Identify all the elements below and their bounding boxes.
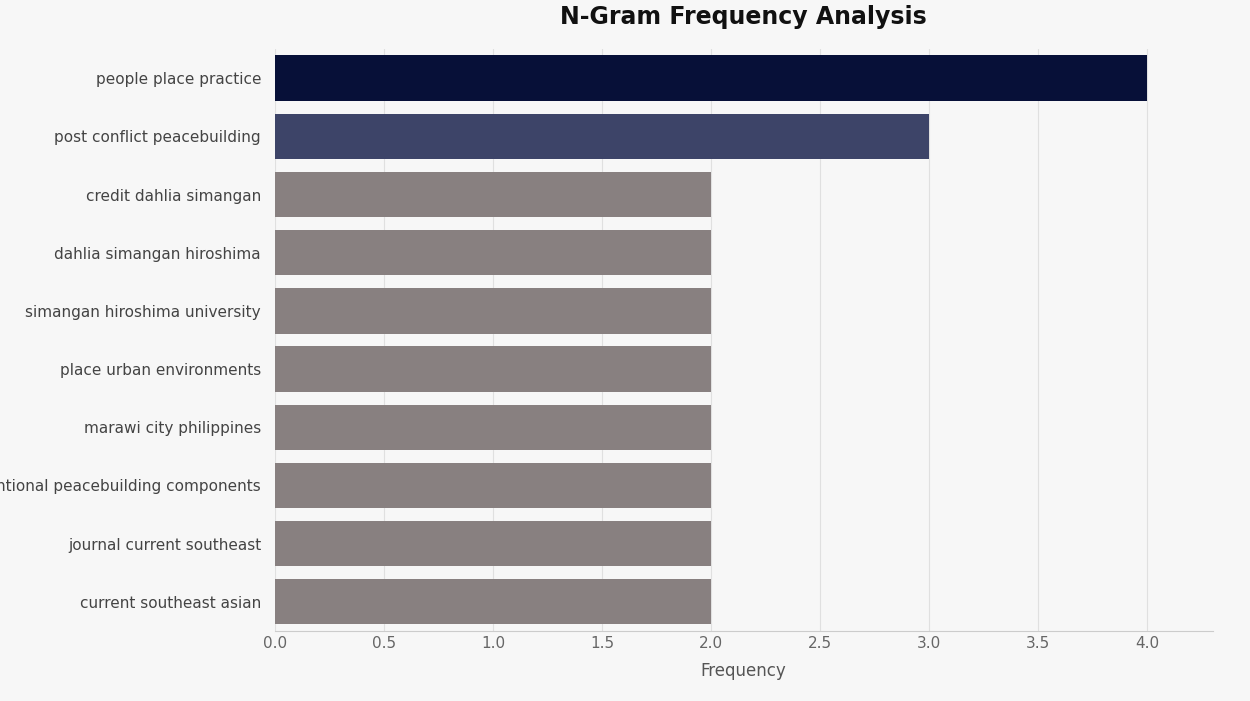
- Bar: [275, 288, 711, 334]
- Bar: [275, 579, 711, 625]
- X-axis label: Frequency: Frequency: [701, 662, 786, 680]
- Bar: [275, 346, 711, 392]
- Bar: [275, 404, 711, 450]
- Bar: [275, 230, 711, 275]
- Bar: [275, 55, 1148, 101]
- Bar: [275, 172, 711, 217]
- Bar: [275, 114, 929, 159]
- Bar: [275, 463, 711, 508]
- Bar: [275, 521, 711, 566]
- Title: N-Gram Frequency Analysis: N-Gram Frequency Analysis: [560, 5, 928, 29]
